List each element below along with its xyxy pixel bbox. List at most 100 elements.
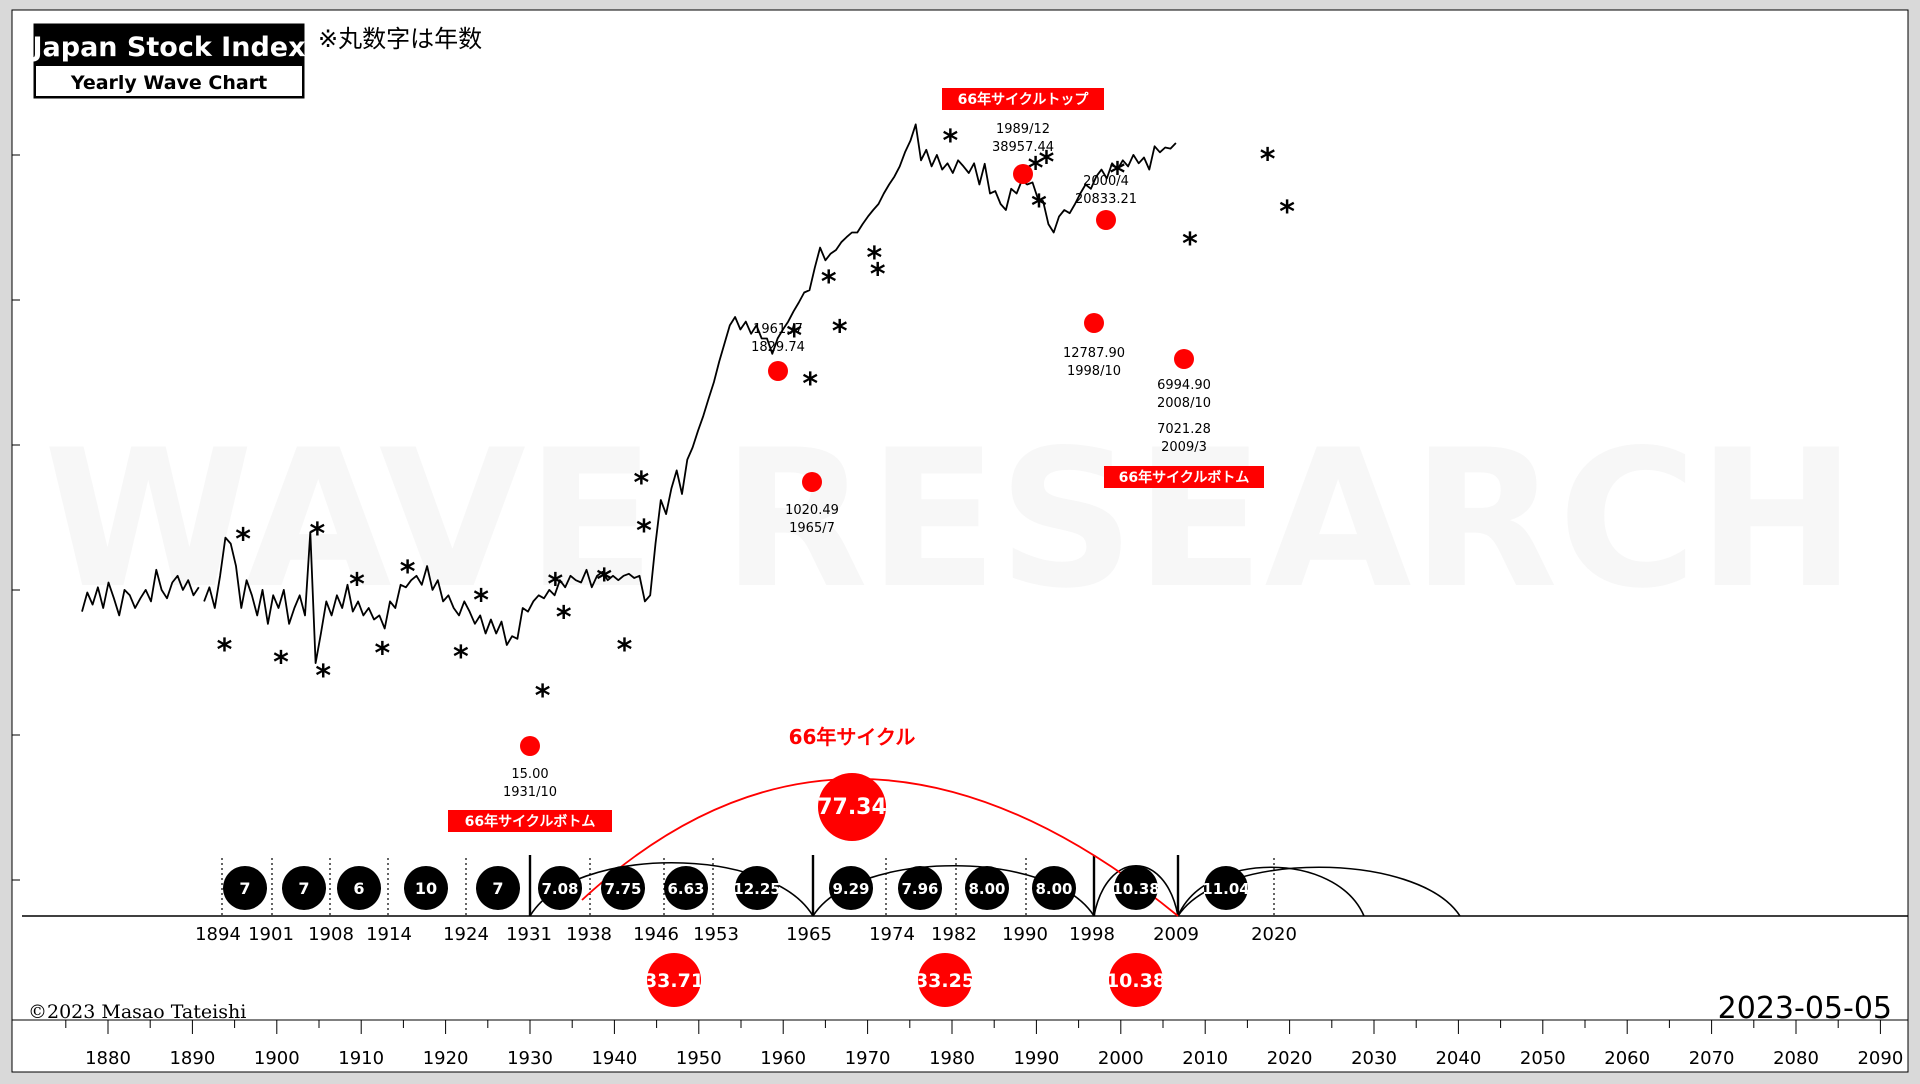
red-point-6 [1174, 349, 1194, 369]
asterisk-markers: ******************************** [217, 124, 1296, 714]
asterisk-28: * [1110, 156, 1126, 191]
duration-label-6: 7.75 [604, 880, 641, 898]
red-point-label-2-a: 1020.49 [785, 503, 839, 518]
asterisk-6: * [374, 637, 390, 672]
asterisk-10: * [535, 679, 551, 714]
red-point-label-2-b: 1965/7 [789, 521, 835, 536]
red-tag-text-1: 66年サイクルボトム [1119, 469, 1250, 486]
chart-subtitle: Yearly Wave Chart [70, 72, 267, 94]
x-tick-label-2: 1900 [254, 1048, 300, 1069]
duration-label-9: 9.29 [832, 880, 869, 898]
red-point-2 [802, 472, 822, 492]
duration-circle-8 [735, 866, 779, 910]
wave-arc-2 [1093, 864, 1179, 917]
duration-label-11: 8.00 [968, 880, 1005, 898]
red-point-label-1-a: 1961./7 [753, 322, 803, 337]
asterisk-1: * [235, 523, 251, 558]
cycle-circle-label-1: 33.71 [644, 970, 704, 992]
duration-label-8: 12.25 [733, 880, 780, 898]
asterisk-11: * [547, 567, 563, 602]
wave-year-14: 2009 [1153, 924, 1199, 945]
duration-label-14: 11.04 [1202, 880, 1249, 898]
red-point-label-4-b: 1998/10 [1067, 364, 1121, 379]
price-line [81, 123, 1177, 664]
asterisk-19: * [821, 265, 837, 300]
red-point-label-4-a: 12787.90 [1063, 346, 1125, 361]
duration-circle-2 [337, 866, 381, 910]
cycle-circle-label-2: 33.25 [915, 970, 975, 992]
cycle-circle-2 [918, 953, 972, 1007]
wave-year-0: 1894 [195, 924, 241, 945]
x-tick-label-5: 1930 [507, 1048, 553, 1069]
x-tick-label-4: 1920 [423, 1048, 469, 1069]
wave-year-labels: 1894 1901 1908 1914 1924 1931 1938 1946 1953 1965… [195, 924, 1297, 945]
red-point-5 [1096, 210, 1116, 230]
wave-year-8: 1953 [693, 924, 739, 945]
copyright-text: ©2023 Masao Tateishi [28, 1001, 246, 1023]
duration-label-5: 7.08 [541, 880, 578, 898]
asterisk-0: * [217, 633, 233, 668]
duration-circle-0 [223, 866, 267, 910]
asterisk-2: * [273, 646, 289, 681]
date-text: 2023-05-05 [1718, 991, 1892, 1026]
asterisk-31: * [1279, 195, 1295, 230]
asterisk-9: * [473, 583, 489, 618]
wave-year-1: 1901 [248, 924, 294, 945]
x-tick-label-0: 1880 [85, 1048, 131, 1069]
duration-circle-5 [538, 866, 582, 910]
duration-label-0: 7 [239, 879, 250, 898]
cycle-arc-label: 66年サイクル [789, 725, 916, 749]
red-point-0 [520, 736, 540, 756]
asterisk-26: * [1039, 145, 1055, 180]
cycle-circle-label-0: 77.34 [817, 795, 887, 820]
x-tick-label-21: 2090 [1857, 1048, 1903, 1069]
red-point-label-5-a: 2000/4 [1083, 174, 1129, 189]
duration-circle-3 [404, 866, 448, 910]
asterisk-3: * [309, 517, 325, 552]
cycle-circle-label-3: 10.38 [1106, 970, 1166, 992]
wave-year-11: 1982 [931, 924, 977, 945]
duration-circle-1 [282, 866, 326, 910]
red-tag-box-2 [448, 810, 612, 832]
duration-label-12: 8.00 [1035, 880, 1072, 898]
wave-arc-4 [1177, 866, 1461, 917]
wave-year-15: 2020 [1251, 924, 1297, 945]
x-tick-label-10: 1980 [929, 1048, 975, 1069]
wave-year-3: 1914 [366, 924, 412, 945]
wave-year-2: 1908 [308, 924, 354, 945]
red-point-label-0-a: 15.00 [511, 767, 548, 782]
red-tags: 66年サイクルトップ 66年サイクルボトム 66年サイクルボトム [448, 88, 1264, 832]
wave-arc-3 [1177, 866, 1365, 917]
chart-title: Japan Stock Index [30, 32, 305, 63]
asterisk-29: * [1182, 227, 1198, 262]
x-tick-label-6: 1940 [591, 1048, 637, 1069]
duration-circle-10 [898, 866, 942, 910]
red-tag-text-0: 66年サイクルトップ [958, 91, 1090, 108]
x-tick-label-19: 2070 [1689, 1048, 1735, 1069]
note-text: ※丸数字は年数 [318, 25, 482, 53]
asterisk-15: * [634, 466, 650, 501]
x-tick-label-13: 2010 [1182, 1048, 1228, 1069]
red-point-4 [1084, 313, 1104, 333]
wave-year-10: 1974 [869, 924, 915, 945]
extra-label-b: 2009/3 [1161, 440, 1207, 455]
asterisk-7: * [400, 555, 416, 590]
wave-year-5: 1931 [506, 924, 552, 945]
cycle-circle-3 [1109, 953, 1163, 1007]
x-tick-label-9: 1970 [845, 1048, 891, 1069]
red-point-label-1-b: 1829.74 [751, 340, 805, 355]
asterisk-25: * [1031, 189, 1047, 224]
y-tick-marks [12, 154, 20, 881]
asterisk-17: * [786, 319, 802, 354]
x-tick-label-8: 1960 [760, 1048, 806, 1069]
red-point-label-6-a: 6994.90 [1157, 378, 1211, 393]
x-tick-label-11: 1990 [1013, 1048, 1059, 1069]
duration-label-1: 7 [298, 879, 309, 898]
red-point-3 [1013, 164, 1033, 184]
x-axis: 1880 1890 1900 1910 1920 1930 1940 1950 1960 1970… [65, 1020, 1903, 1069]
red-point-label-0-b: 1931/10 [503, 785, 557, 800]
duration-label-2: 6 [353, 879, 364, 898]
duration-circle-9 [829, 866, 873, 910]
asterisk-8: * [453, 640, 469, 675]
